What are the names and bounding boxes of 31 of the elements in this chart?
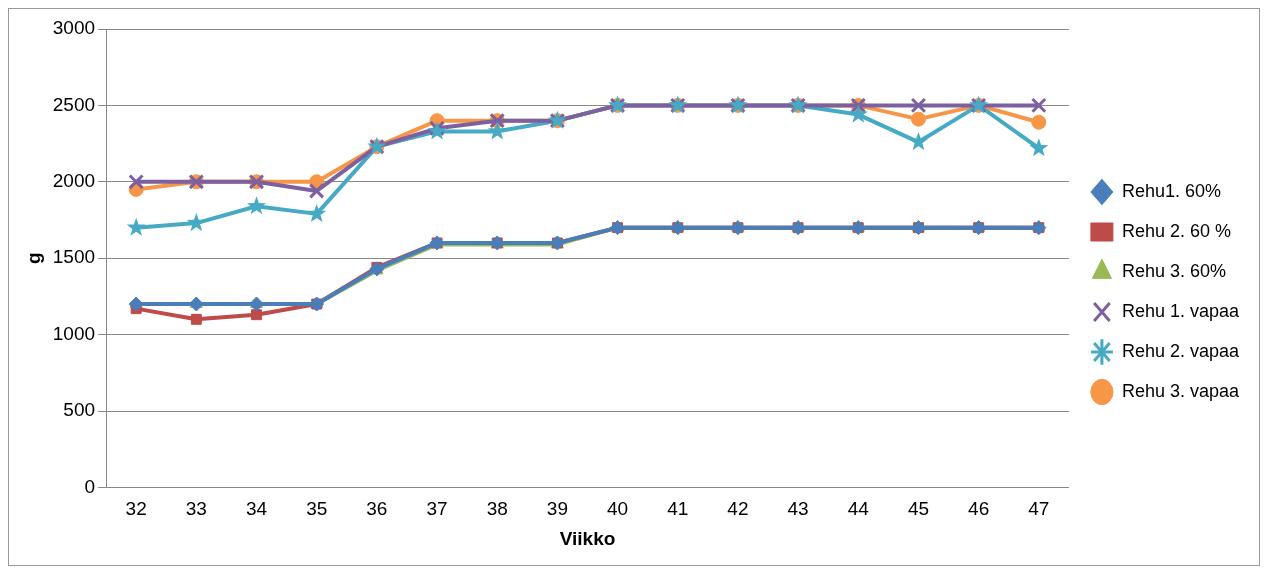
y-tick-label: 3000 (52, 17, 96, 39)
legend-label: Rehu1. 60% (1121, 180, 1221, 201)
x-tick-label: 32 (125, 498, 147, 520)
x-tick-label: 33 (185, 498, 207, 520)
x-tick-label: 47 (1028, 498, 1050, 520)
legend-label: Rehu 2. 60 % (1121, 220, 1231, 241)
y-tick-label: 0 (84, 475, 96, 497)
y-tick-label: 1500 (52, 246, 96, 268)
y-tick-label: 500 (63, 399, 96, 421)
y-tick-label: 2000 (52, 170, 96, 192)
y-tick-label: 2500 (52, 93, 96, 115)
x-tick-label: 45 (907, 498, 930, 520)
x-tick-label: 46 (968, 498, 990, 520)
x-tick-label: 40 (607, 498, 629, 520)
x-tick-label: 44 (847, 498, 870, 520)
y-tick-label: 1000 (52, 322, 96, 344)
x-tick-label: 41 (667, 498, 689, 520)
legend-label: Rehu 3. vapaa (1121, 380, 1240, 401)
legend-label: Rehu 3. 60% (1121, 260, 1226, 281)
x-tick-label: 35 (306, 498, 328, 520)
x-tick-label: 36 (366, 498, 388, 520)
legend-label: Rehu 2. vapaa (1121, 340, 1240, 361)
x-tick-label: 43 (787, 498, 809, 520)
x-tick-label: 38 (486, 498, 508, 520)
x-tick-label: 37 (426, 498, 448, 520)
y-axis-title: g (22, 252, 44, 264)
x-tick-label: 42 (727, 498, 749, 520)
x-axis-title: Viikko (559, 527, 616, 549)
x-tick-label: 34 (245, 498, 268, 520)
legend-label: Rehu 1. vapaa (1121, 300, 1240, 321)
x-tick-label: 39 (546, 498, 568, 520)
